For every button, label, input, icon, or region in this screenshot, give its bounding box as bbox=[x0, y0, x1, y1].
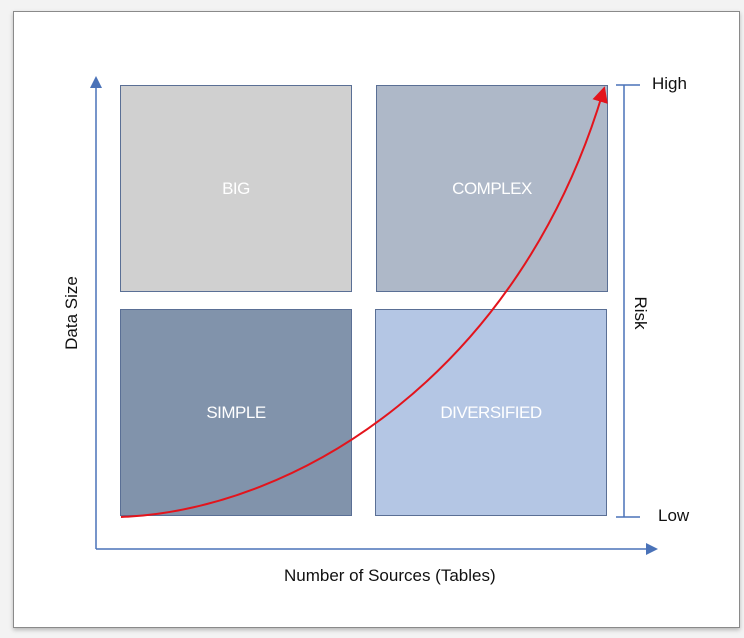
quadrant-big: BIG bbox=[120, 85, 352, 292]
y-axis-label: Data Size bbox=[62, 276, 81, 350]
risk-axis-label: Risk bbox=[631, 296, 650, 330]
risk-curve bbox=[120, 86, 608, 518]
risk-high-label: High bbox=[652, 74, 687, 93]
risk-low-label: Low bbox=[658, 506, 690, 525]
quadrant-label: COMPLEX bbox=[452, 178, 532, 198]
quadrant-simple: SIMPLE bbox=[120, 309, 352, 516]
risk-scale bbox=[616, 84, 640, 518]
quadrant-complex: COMPLEX bbox=[376, 85, 608, 292]
quadrant-label: SIMPLE bbox=[206, 402, 266, 422]
quadrant-diversified: DIVERSIFIED bbox=[375, 309, 607, 516]
quadrant-label: BIG bbox=[222, 178, 250, 198]
x-axis-label: Number of Sources (Tables) bbox=[284, 566, 496, 585]
quadrant-label: DIVERSIFIED bbox=[440, 402, 542, 422]
